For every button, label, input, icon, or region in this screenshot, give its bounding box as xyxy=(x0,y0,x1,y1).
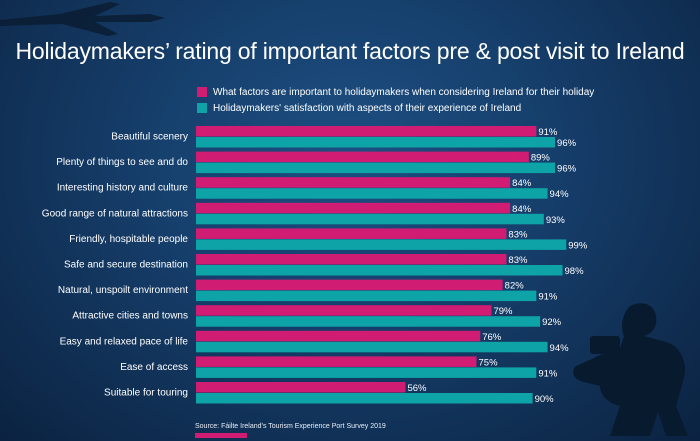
bar-satisfaction xyxy=(196,367,537,378)
legend-item-important: What factors are important to holidaymak… xyxy=(197,84,594,100)
data-label: 56% xyxy=(407,383,427,394)
category-label: Interesting history and culture xyxy=(57,183,189,194)
bar-important xyxy=(196,279,503,291)
legend-item-satisfaction: Holidaymakers' satisfaction with aspects… xyxy=(197,100,594,116)
bar-satisfaction xyxy=(196,137,556,148)
bar-important xyxy=(196,202,511,214)
category-label: Plenty of things to see and do xyxy=(56,157,188,168)
bar-satisfaction xyxy=(196,162,556,174)
data-label: 93% xyxy=(546,215,566,226)
category-label: Beautiful scenery xyxy=(111,132,188,143)
legend-swatch-satisfaction xyxy=(197,103,207,113)
bar-satisfaction xyxy=(196,290,537,302)
bar-satisfaction xyxy=(196,188,548,199)
category-label: Easy and relaxed pace of life xyxy=(60,336,189,347)
data-label: 83% xyxy=(508,229,528,240)
data-label: 83% xyxy=(508,255,528,266)
bar-important xyxy=(196,126,537,137)
bar-important xyxy=(196,177,511,188)
bar-important xyxy=(196,356,477,367)
bar-important xyxy=(196,151,529,163)
data-label: 82% xyxy=(505,281,525,292)
chart-title: Holidaymakers’ rating of important facto… xyxy=(15,38,685,64)
bar-important xyxy=(196,228,507,239)
data-label: 89% xyxy=(531,153,551,164)
category-label: Attractive cities and towns xyxy=(72,311,188,322)
data-label: 99% xyxy=(568,240,588,251)
data-label: 94% xyxy=(550,189,570,200)
legend-label-important: What factors are important to holidaymak… xyxy=(213,86,595,98)
data-label: 79% xyxy=(493,306,513,317)
category-label: Good range of natural attractions xyxy=(42,208,188,219)
data-label: 84% xyxy=(512,204,532,215)
data-label: 91% xyxy=(538,368,558,379)
bar-important xyxy=(196,330,481,342)
data-label: 76% xyxy=(482,332,502,343)
legend-label-satisfaction: Holidaymakers' satisfaction with aspects… xyxy=(213,102,522,114)
data-label: 96% xyxy=(557,138,577,149)
category-label: Natural, unspoilt environment xyxy=(58,285,188,296)
category-label: Ease of access xyxy=(120,362,188,373)
data-label: 90% xyxy=(535,394,555,405)
bar-important xyxy=(196,382,406,393)
chart-legend: What factors are important to holidaymak… xyxy=(197,84,594,116)
data-label: 96% xyxy=(557,164,577,175)
bar-satisfaction xyxy=(196,239,567,250)
bar-satisfaction xyxy=(196,341,548,353)
data-label: 91% xyxy=(538,127,558,138)
bar-important xyxy=(196,305,492,316)
data-label: 91% xyxy=(538,292,558,303)
photographer-silhouette-icon xyxy=(573,303,688,436)
bar-satisfaction xyxy=(196,393,533,404)
data-label: 92% xyxy=(542,317,562,328)
source-note: Source: Fáilte Ireland’s Tourism Experie… xyxy=(195,423,386,430)
source-accent-bar xyxy=(195,433,247,438)
category-label: Friendly, hospitable people xyxy=(69,234,188,245)
airplane-silhouette-icon xyxy=(0,2,165,36)
bar-important xyxy=(196,254,507,265)
data-label: 84% xyxy=(512,178,532,189)
bar-satisfaction xyxy=(196,265,563,276)
category-label: Safe and secure destination xyxy=(64,260,188,271)
data-label: 94% xyxy=(550,343,570,354)
data-label: 98% xyxy=(565,266,585,277)
data-label: 75% xyxy=(479,357,499,368)
bar-satisfaction xyxy=(196,316,541,327)
category-label: Suitable for touring xyxy=(104,388,188,399)
bar-satisfaction xyxy=(196,213,544,225)
legend-swatch-important xyxy=(197,87,207,97)
